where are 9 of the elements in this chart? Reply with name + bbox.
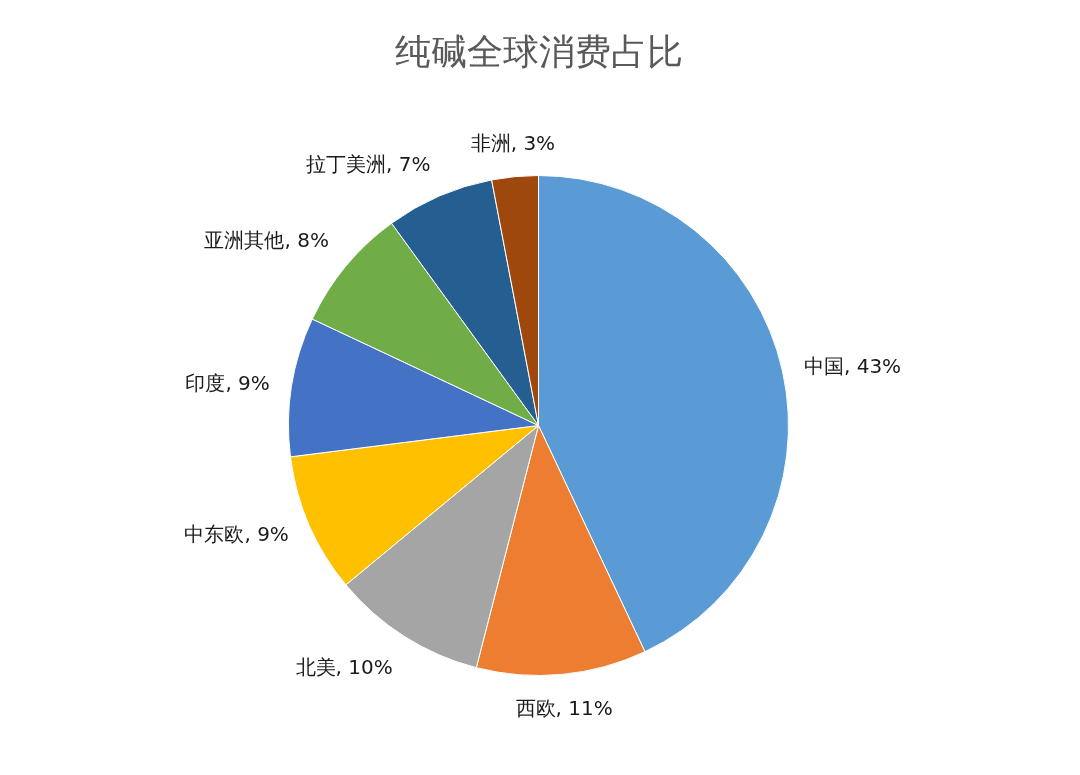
- slice-label: 中东欧, 9%: [184, 521, 289, 546]
- slice-label: 亚洲其他, 8%: [204, 228, 329, 253]
- slice-label: 西欧, 11%: [515, 696, 613, 721]
- slice-label: 拉丁美洲, 7%: [306, 151, 431, 176]
- slice-label: 印度, 9%: [185, 370, 270, 395]
- slice-label: 非洲, 3%: [470, 130, 556, 155]
- slice-label: 中国, 43%: [803, 354, 902, 379]
- chart-title: 纯碱全球消费占比: [394, 30, 683, 72]
- slice-label: 北美, 10%: [295, 655, 393, 680]
